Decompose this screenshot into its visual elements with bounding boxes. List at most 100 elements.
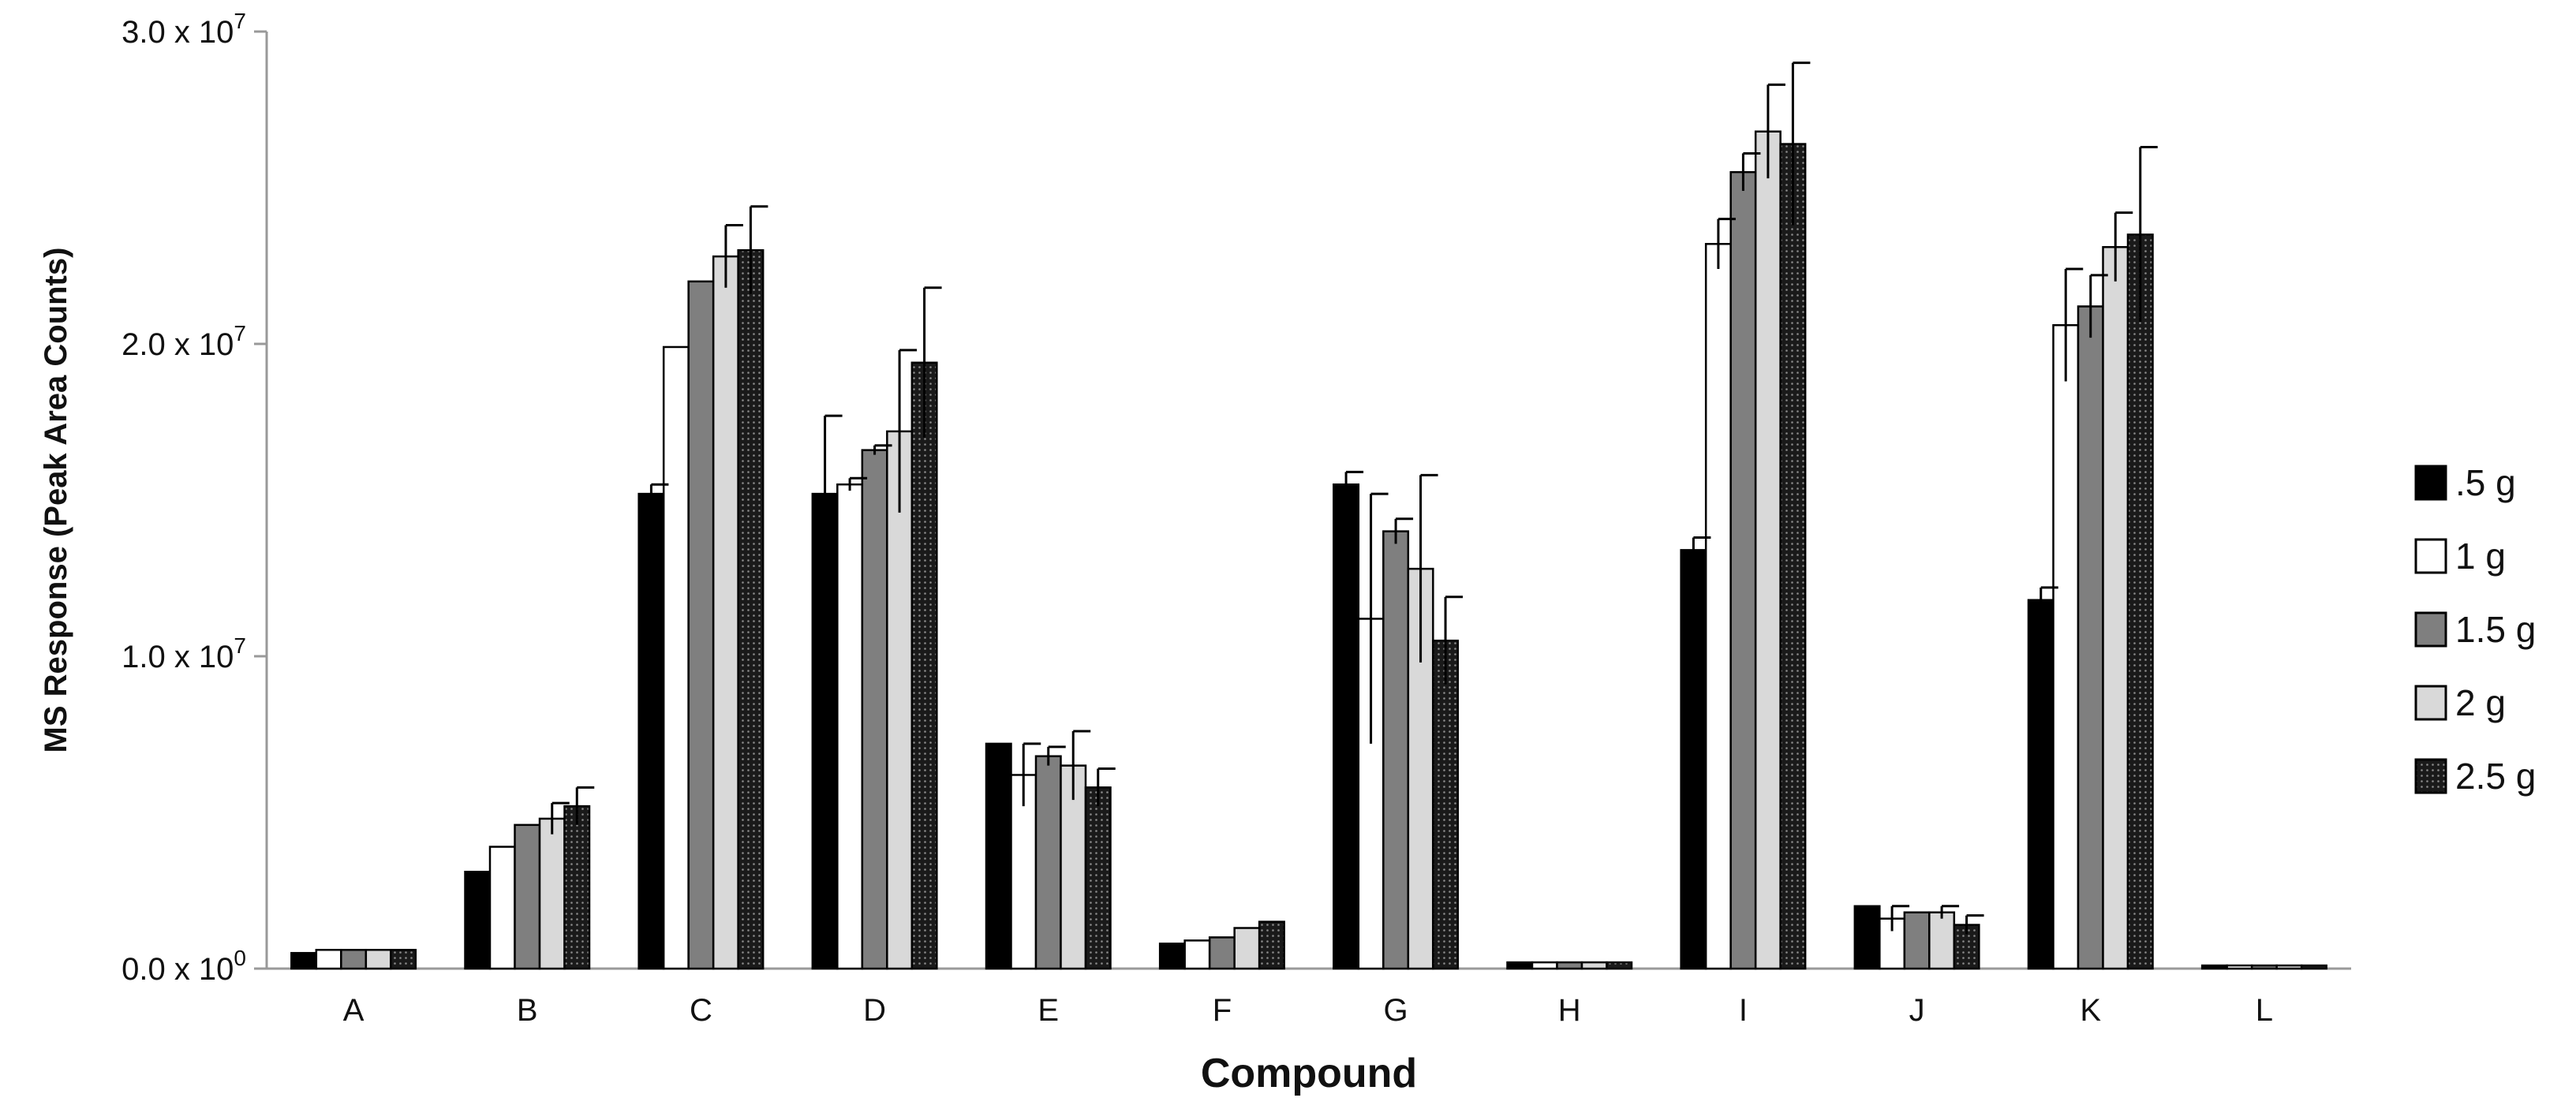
x-tick-label: A [343,993,365,1028]
legend-label: 1.5 g [2455,609,2536,650]
bar-K-15g [2077,305,2104,970]
y-tick-label: 3.0 x 107 [122,9,246,50]
bar-F-25g [1258,920,1285,970]
error-bar-D-25g [923,286,942,438]
legend-swatch [2414,758,2447,794]
bar-C-2g [712,255,739,970]
error-bar-C-25g [749,205,768,294]
error-bar-D-2g [898,349,918,513]
bar-H-2g [1580,961,1608,970]
bar-H-15g [1556,961,1583,970]
y-ticks: 0.0 x 100 1.0 x 107 2.0 x 107 3.0 x 107 [122,9,267,987]
x-tick-label: K [2080,993,2101,1028]
bar-F-1g [1183,939,1211,970]
error-bar-B-2g [551,801,570,835]
error-bar-I-2g [1767,83,1785,179]
bar-A-2g [365,948,392,970]
bar-L-2g [2275,964,2303,970]
x-tick-label: G [1384,993,1408,1028]
bar-L-25g [2300,964,2327,970]
error-bar-D-15g [873,444,892,455]
legend-label: 2 g [2455,682,2506,723]
legend-item: 1 g [2414,536,2506,577]
error-bar-J-2g [1940,905,1960,919]
bar-D-15g [861,449,888,970]
bar-F-15g [1208,936,1236,970]
bar-L-15g [2250,964,2278,970]
bar-K-1g [2052,323,2080,970]
legend-item: 2.5 g [2414,756,2536,797]
error-bar-E-25g [1097,767,1116,807]
x-tick-label: B [517,993,538,1028]
bar-C-1g [662,345,690,970]
bar-J-15g [1903,911,1931,970]
bar-L-1g [2226,964,2253,970]
error-bar-K-15g [2089,274,2108,338]
bar-F-2g [1233,927,1261,970]
legend-swatch [2414,611,2447,648]
error-bar-G-25g [1444,596,1464,685]
error-bar-E-15g [1047,745,1066,766]
bar-E-25g [1084,786,1112,970]
x-tick-label: J [1909,993,1925,1028]
bar-H-25g [1606,961,1633,970]
error-bar-J-1g [1890,905,1910,932]
error-bar-G-5g [1344,470,1364,498]
bar-I-2g [1754,130,1782,970]
bar-I-25g [1779,143,1807,970]
x-tick-label: H [1558,993,1581,1028]
error-bar-D-1g [848,476,868,491]
error-bar-B-25g [575,786,595,825]
legend: .5 g 1 g 1.5 g 2 g 2.5 g [2414,462,2536,797]
bars [290,130,2327,970]
bar-E-5g [985,742,1012,970]
bar-B-5g [464,870,492,970]
error-bar-G-15g [1394,517,1414,544]
bar-L-5g [2200,964,2228,970]
bar-C-5g [637,492,665,970]
error-bar-G-1g [1370,492,1389,744]
bar-J-2g [1928,911,1956,970]
error-bar-K-5g [2039,586,2058,613]
error-bar-K-1g [2064,267,2084,382]
x-tick-label: L [2256,993,2273,1028]
bar-B-25g [563,805,591,970]
bar-E-15g [1034,755,1062,970]
bar-A-5g [290,951,318,970]
bar-G-15g [1382,530,1410,970]
error-bar-C-5g [649,483,669,503]
legend-item: 1.5 g [2414,609,2536,650]
legend-swatch [2414,685,2447,721]
legend-item: 2 g [2414,682,2506,723]
bar-B-1g [488,846,516,970]
x-tick-label: I [1739,993,1748,1028]
bar-D-1g [836,483,864,970]
axes [265,32,2351,970]
bar-B-2g [538,817,566,970]
error-bars [551,62,2158,935]
legend-label: 1 g [2455,536,2506,577]
legend-item: .5 g [2414,462,2516,503]
bar-H-1g [1531,961,1558,970]
bar-G-5g [1333,483,1360,970]
legend-swatch [2414,465,2447,501]
y-tick-label: 0.0 x 100 [122,946,246,987]
bar-K-5g [2027,599,2054,970]
bar-C-15g [687,280,715,970]
x-tick-labels: A B C D E F G H I J K L [343,993,2273,1028]
error-bar-D-5g [824,414,843,573]
bar-I-15g [1729,170,1757,970]
error-bar-C-2g [724,224,743,288]
x-tick-label: F [1213,993,1232,1028]
bar-D-25g [910,361,938,970]
legend-label: .5 g [2455,462,2516,503]
error-bar-E-2g [1071,730,1091,801]
x-tick-label: D [863,993,886,1028]
bar-K-25g [2126,233,2154,970]
bar-K-2g [2102,245,2129,970]
bar-B-15g [514,823,541,970]
bar-A-25g [390,948,417,970]
legend-swatch [2414,538,2447,574]
error-bar-J-25g [1965,914,1984,935]
